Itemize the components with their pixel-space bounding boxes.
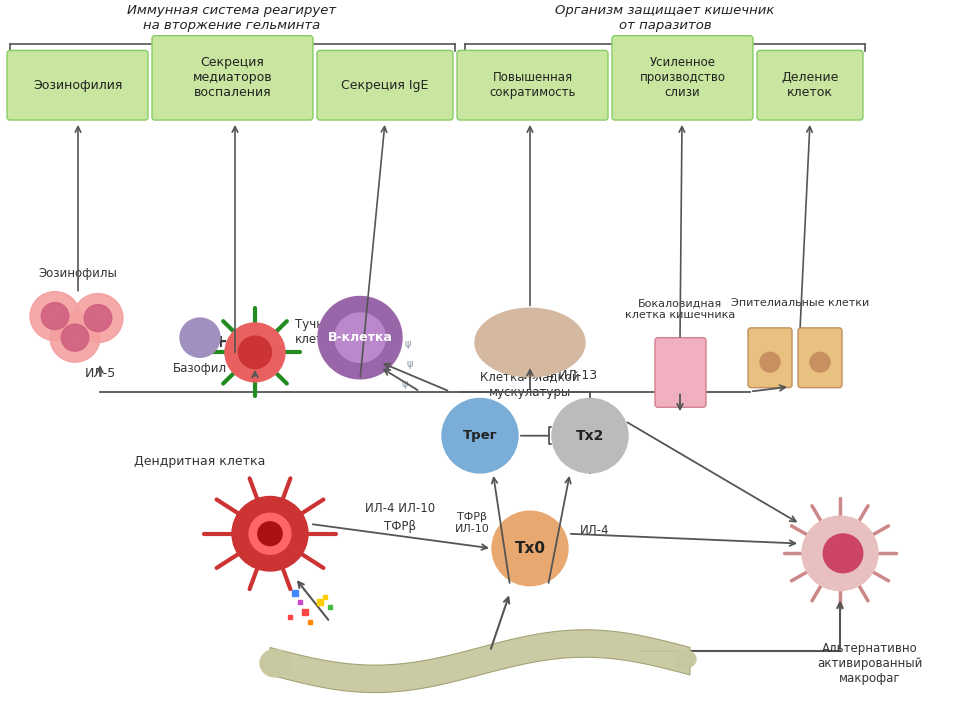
FancyBboxPatch shape: [655, 338, 706, 408]
Text: Секреция IgE: Секреция IgE: [342, 78, 429, 91]
Text: ТФРβ: ТФРβ: [384, 520, 416, 533]
Circle shape: [810, 352, 830, 372]
Text: Эпителиальные клетки: Эпителиальные клетки: [731, 298, 869, 308]
Circle shape: [84, 305, 111, 331]
FancyBboxPatch shape: [317, 50, 453, 120]
Circle shape: [824, 534, 863, 572]
Text: Tx2: Tx2: [576, 428, 604, 443]
Circle shape: [73, 294, 123, 343]
PathPatch shape: [270, 630, 690, 693]
Text: Тучная
клетка: Тучная клетка: [295, 318, 339, 346]
FancyBboxPatch shape: [152, 36, 313, 120]
Text: Усиленное
производство
слизи: Усиленное производство слизи: [639, 56, 726, 99]
Circle shape: [61, 324, 88, 351]
Text: ψ: ψ: [402, 379, 408, 389]
Text: ИЛ-4: ИЛ-4: [580, 523, 610, 536]
Text: ИЛ-9: ИЛ-9: [239, 367, 271, 380]
Text: Иммунная система реагирует
на вторжение гельминта: Иммунная система реагирует на вторжение …: [128, 4, 337, 32]
Circle shape: [225, 323, 285, 382]
FancyBboxPatch shape: [612, 36, 753, 120]
Circle shape: [492, 511, 568, 585]
Text: Эозинофилия: Эозинофилия: [33, 78, 122, 91]
Text: Трег: Трег: [463, 429, 497, 442]
Circle shape: [335, 313, 385, 362]
Text: ИЛ-5: ИЛ-5: [84, 367, 115, 380]
Circle shape: [442, 398, 518, 473]
Ellipse shape: [475, 308, 585, 377]
FancyBboxPatch shape: [798, 328, 842, 387]
FancyBboxPatch shape: [748, 328, 792, 387]
Circle shape: [30, 292, 80, 341]
Text: Альтернативно
активированный
макрофаг: Альтернативно активированный макрофаг: [817, 642, 923, 685]
Text: ИЛ-4 ИЛ-10: ИЛ-4 ИЛ-10: [365, 502, 435, 516]
Text: Бокаловидная
клетка кишечника: Бокаловидная клетка кишечника: [625, 299, 735, 320]
Text: Эозинофилы: Эозинофилы: [38, 267, 117, 280]
Text: Секреция
медиаторов
воспаления: Секреция медиаторов воспаления: [193, 56, 273, 99]
Text: ИЛ-4 ИЛ-13: ИЛ-4 ИЛ-13: [523, 369, 597, 382]
Circle shape: [50, 313, 100, 362]
Text: ψ: ψ: [405, 339, 411, 349]
Circle shape: [552, 398, 628, 473]
Text: Tx0: Tx0: [515, 541, 545, 556]
Text: +: +: [213, 333, 227, 351]
Text: Деление
клеток: Деление клеток: [781, 71, 839, 99]
Ellipse shape: [260, 649, 290, 677]
Text: В-клетка: В-клетка: [327, 331, 393, 344]
Ellipse shape: [674, 650, 696, 668]
Text: Клетка гладкой
мускулатуры: Клетка гладкой мускулатуры: [480, 372, 580, 400]
Circle shape: [258, 522, 282, 546]
Text: ТФРβ
ИЛ-10: ТФРβ ИЛ-10: [455, 512, 490, 534]
FancyBboxPatch shape: [457, 50, 608, 120]
FancyBboxPatch shape: [757, 50, 863, 120]
Circle shape: [232, 497, 308, 571]
Text: Организм защищает кишечник
от паразитов: Организм защищает кишечник от паразитов: [555, 4, 775, 32]
Circle shape: [238, 336, 272, 369]
Circle shape: [760, 352, 780, 372]
Text: Повышенная
сократимость: Повышенная сократимость: [490, 71, 576, 99]
Circle shape: [802, 516, 878, 590]
Circle shape: [318, 297, 402, 379]
Circle shape: [249, 513, 291, 554]
FancyBboxPatch shape: [7, 50, 148, 120]
Text: Дендритная клетка: Дендритная клетка: [134, 455, 266, 468]
Circle shape: [180, 318, 220, 357]
Text: ψ: ψ: [407, 359, 413, 369]
Text: Базофил: Базофил: [173, 362, 228, 375]
Circle shape: [41, 302, 69, 330]
